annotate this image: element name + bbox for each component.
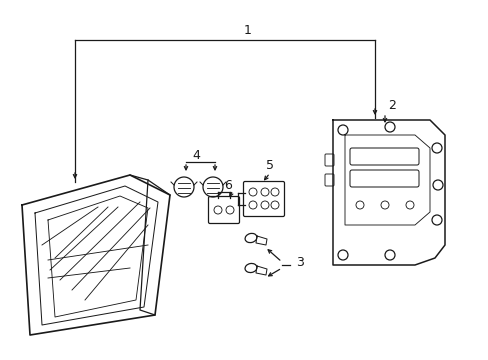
Text: 1: 1 xyxy=(244,23,251,36)
Text: 2: 2 xyxy=(387,99,395,112)
Text: 6: 6 xyxy=(224,179,231,192)
Text: 4: 4 xyxy=(192,149,200,162)
Text: 3: 3 xyxy=(295,256,304,269)
Text: 5: 5 xyxy=(265,158,273,171)
